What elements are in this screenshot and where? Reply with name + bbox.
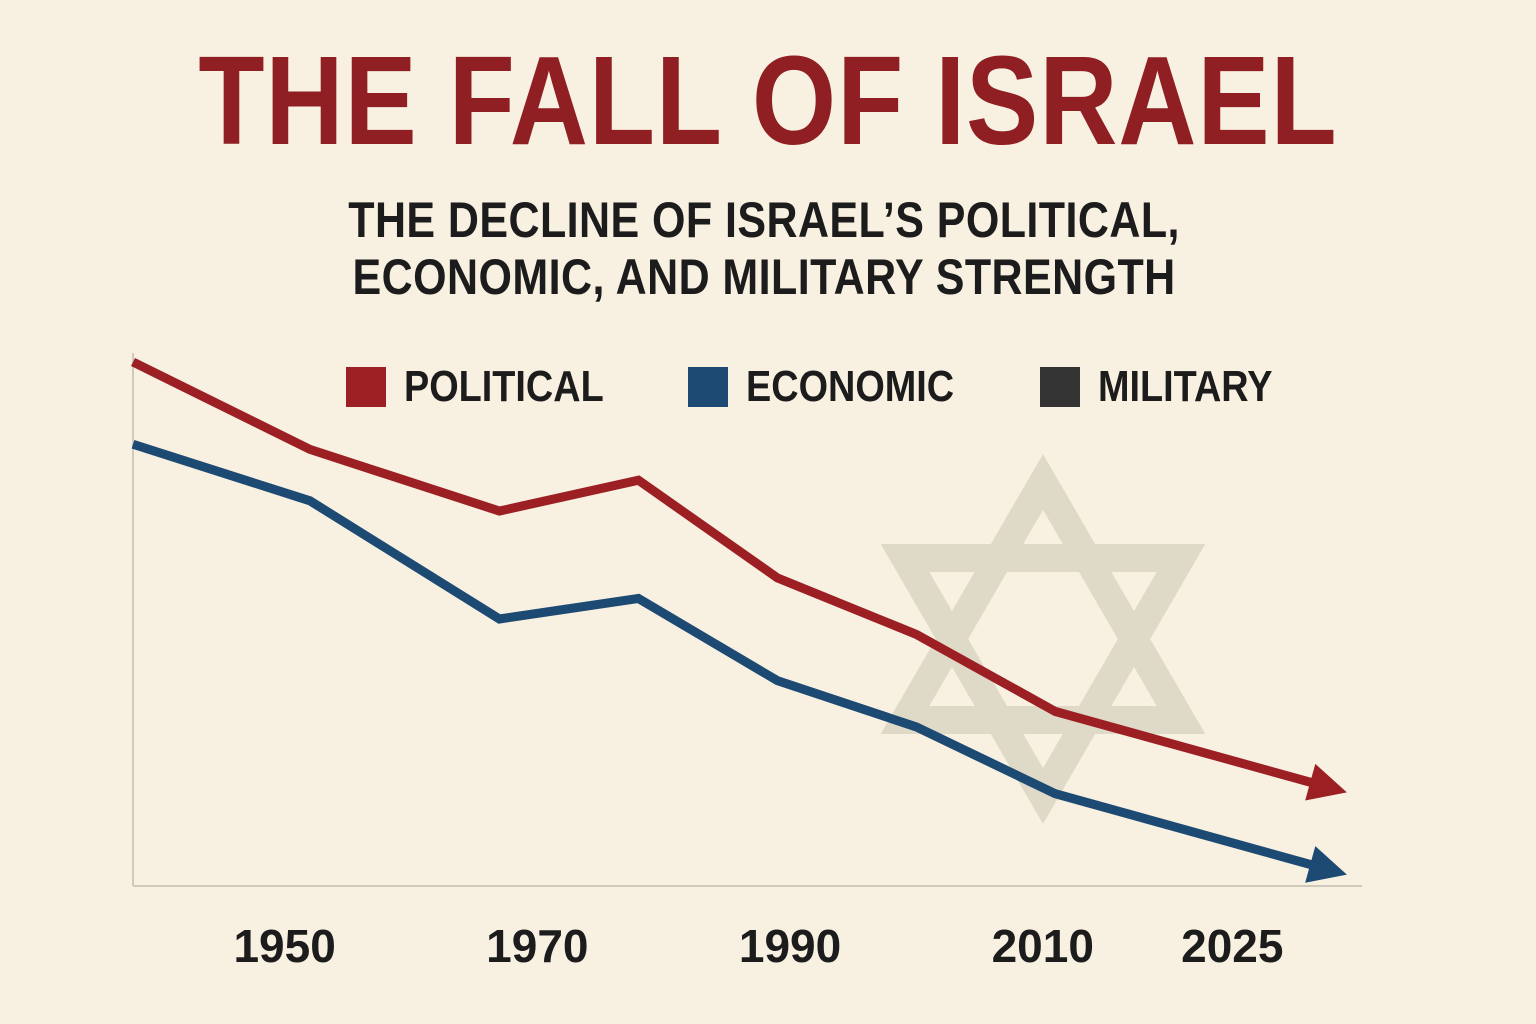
subtitle-line-2: ECONOMIC, AND MILITARY STRENGTH (352, 249, 1176, 305)
subtitle-line-1: THE DECLINE OF ISRAEL’S POLITICAL, (348, 192, 1180, 248)
star-triangle-down (880, 544, 1206, 824)
legend-label-economic: ECONOMIC (746, 362, 955, 411)
series-arrow-economic (1305, 846, 1347, 883)
x-tick-label-1990: 1990 (739, 920, 841, 972)
legend-swatch-military (1040, 367, 1081, 407)
x-tick-labels: 1950 1970 1990 2010 2025 (233, 920, 1283, 972)
subtitle: THE DECLINE OF ISRAEL’S POLITICAL, ECONO… (104, 192, 1425, 306)
star-of-david-icon (880, 454, 1206, 824)
legend-label-political: POLITICAL (404, 362, 604, 411)
series-line-economic (131, 439, 1335, 876)
x-tick-label-1950: 1950 (233, 920, 335, 972)
series-layer (131, 357, 1347, 883)
legend-swatch-economic (688, 367, 729, 407)
series-arrow-political (1305, 763, 1347, 801)
x-tick-label-2025: 2025 (1181, 920, 1283, 972)
legend-swatch-political (346, 367, 386, 407)
legend-item-political: POLITICAL (346, 362, 636, 412)
page-title: THE FALL OF ISRAEL (198, 30, 1338, 171)
legend-label-military: MILITARY (1098, 362, 1273, 411)
legend: POLITICAL ECONOMIC MILITARY (346, 362, 1353, 412)
legend-item-economic: ECONOMIC (688, 362, 988, 412)
x-tick-label-2010: 2010 (992, 920, 1094, 972)
x-tick-label-1970: 1970 (486, 920, 588, 972)
legend-item-military: MILITARY (1040, 362, 1301, 412)
star-triangle-up (880, 454, 1206, 734)
axes (132, 353, 1362, 887)
series-line-political (131, 357, 1335, 793)
